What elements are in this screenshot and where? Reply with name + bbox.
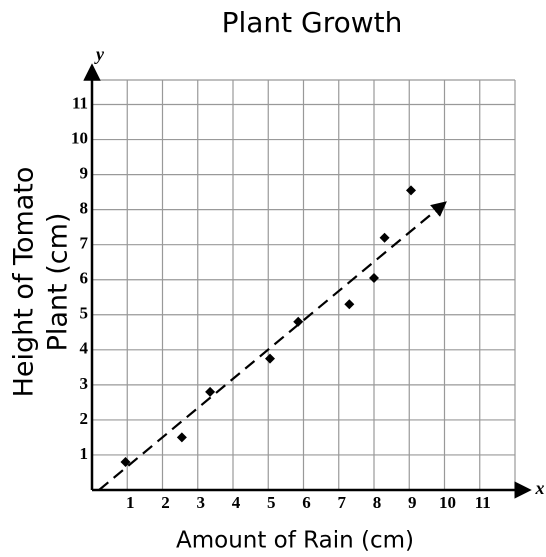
y-tick-label: 7 [80,234,89,253]
data-point [120,456,131,467]
x-tick-label: 5 [267,493,276,512]
y-axis-label: Height of Tomato Plant (cm) [9,167,74,398]
y-tick-label: 1 [80,444,89,463]
y-tick-label: 10 [71,128,88,147]
y-axis-name: y [94,44,105,64]
x-tick-label: 3 [197,493,206,512]
x-tick-label: 6 [302,493,311,512]
data-point [379,232,390,243]
data-point [265,353,276,364]
y-tick-label: 11 [72,93,88,112]
data-point [293,316,304,327]
y-tick-label: 6 [80,269,89,288]
y-axis-label-line: Plant (cm) [43,213,74,352]
x-tick-label: 7 [338,493,347,512]
y-tick-label: 8 [80,199,89,218]
y-tick-label: 2 [80,409,89,428]
y-tick-label: 3 [80,374,89,393]
trend-line [98,201,447,491]
x-tick-label: 1 [126,493,135,512]
data-point [406,185,417,196]
x-tick-label: 11 [475,493,491,512]
y-tick-label: 9 [80,164,89,183]
x-tick-label: 9 [408,493,417,512]
x-axis-name: x [535,478,545,498]
y-tick-label: 4 [80,339,89,358]
data-point [369,272,379,283]
data-point [344,299,355,310]
y-tick-label: 5 [80,304,89,323]
data-point [205,386,216,397]
x-axis-label: Amount of Rain (cm) [176,528,414,554]
x-tick-label: 2 [161,493,170,512]
x-tick-label: 4 [232,493,241,512]
y-axis-label-line: Height of Tomato [9,167,40,398]
data-point [176,432,187,443]
chart-title: Plant Growth [222,6,403,39]
x-tick-label: 8 [373,493,382,512]
x-tick-label: 10 [439,493,456,512]
